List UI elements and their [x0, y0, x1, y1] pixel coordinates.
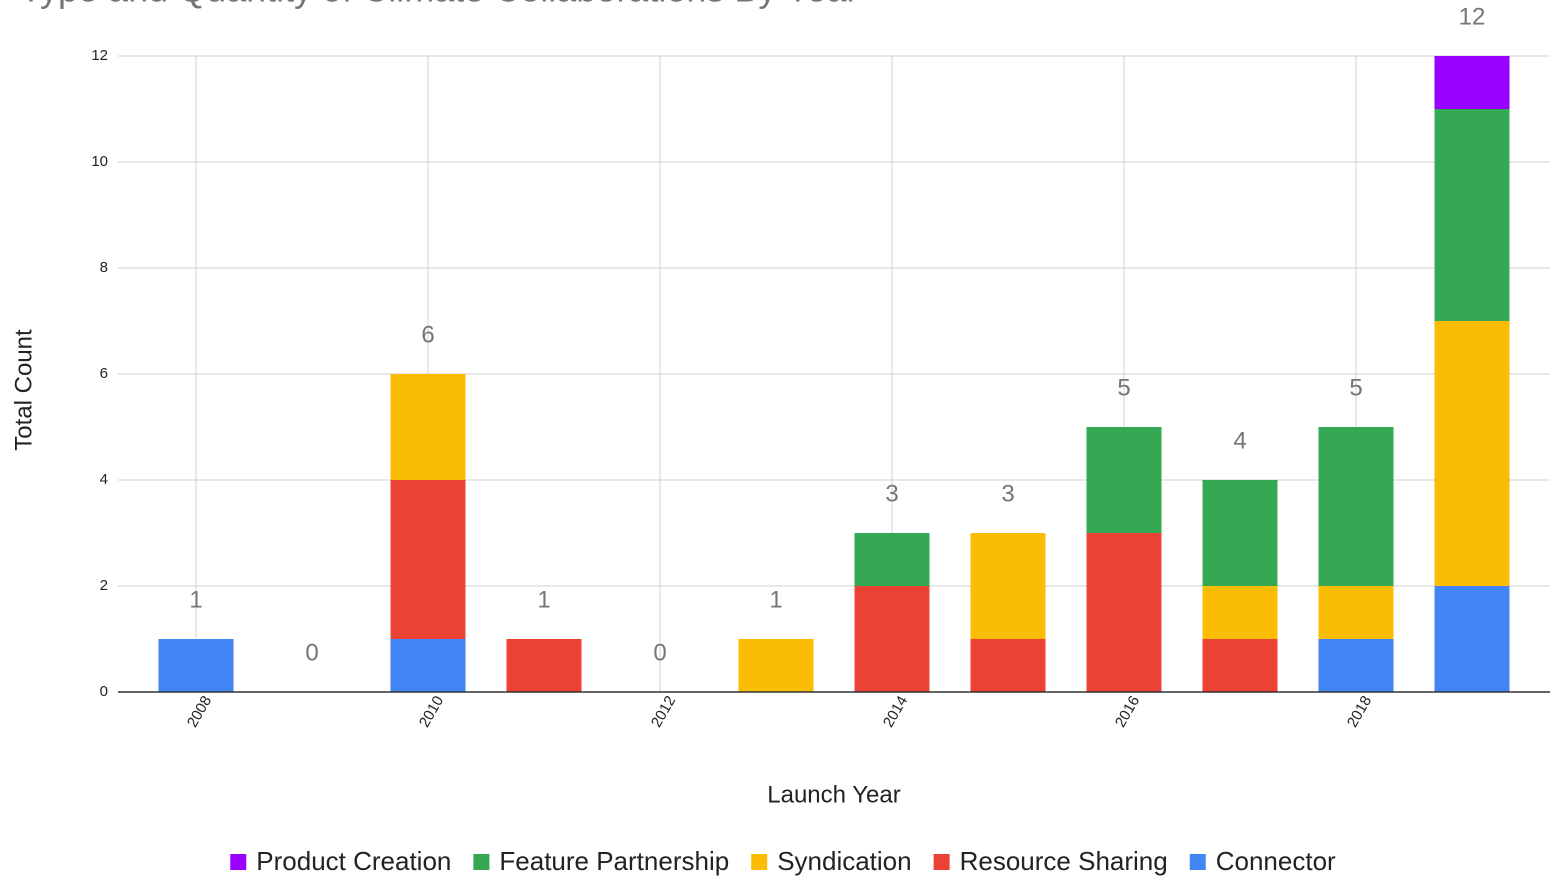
bar-segment: [1318, 639, 1394, 692]
bar-segment: [1202, 586, 1278, 639]
bar-segment: [1086, 533, 1162, 692]
chart-title: Type and Quantity of Climate Collaborati…: [20, 0, 858, 10]
total-label: 12: [1459, 3, 1486, 30]
y-tick-label: 0: [100, 683, 108, 700]
legend-label: Syndication: [777, 846, 911, 876]
total-label: 1: [537, 586, 550, 613]
bar-segment: [854, 533, 930, 586]
legend-swatch: [473, 854, 490, 870]
x-tick-label: 2010: [416, 693, 447, 730]
legend-swatch: [1189, 854, 1206, 870]
bar-segment: [1318, 586, 1394, 639]
legend-label: Feature Partnership: [499, 846, 729, 876]
bar-segment: [854, 586, 930, 692]
legend-swatch: [751, 854, 768, 870]
bar-segment: [1434, 321, 1510, 586]
bar-segment: [970, 639, 1046, 692]
legend-label: Connector: [1216, 846, 1336, 876]
x-tick-label: 2018: [1344, 693, 1375, 730]
x-tick-label: 2014: [880, 693, 911, 730]
y-tick-label: 6: [100, 365, 108, 382]
y-tick-label: 4: [100, 471, 108, 488]
bar-segment: [1434, 56, 1510, 109]
total-label: 3: [885, 480, 898, 507]
bar-segment: [1434, 109, 1510, 321]
y-tick-label: 10: [91, 153, 108, 170]
total-label: 6: [421, 321, 434, 348]
x-axis-label: Launch Year: [767, 781, 900, 808]
total-label: 3: [1001, 480, 1014, 507]
bar-segment: [506, 639, 582, 692]
y-axis-label: Total Count: [10, 329, 37, 451]
y-tick-label: 8: [100, 259, 108, 276]
y-tick-label: 2: [100, 577, 108, 594]
bar-segment: [390, 639, 466, 692]
bar-segment: [738, 639, 814, 692]
total-label: 4: [1233, 427, 1246, 454]
total-label: 0: [653, 639, 666, 666]
total-label: 1: [189, 586, 202, 613]
bar-segment: [970, 533, 1046, 639]
x-tick-label: 2016: [1112, 693, 1143, 730]
total-label: 0: [305, 639, 318, 666]
total-label: 1: [769, 586, 782, 613]
bar-segment: [390, 480, 466, 639]
total-label: 5: [1117, 374, 1130, 401]
total-label: 5: [1349, 374, 1362, 401]
legend-label: Product Creation: [256, 846, 451, 876]
legend-label: Resource Sharing: [960, 846, 1168, 876]
legend-swatch: [933, 854, 950, 870]
bar-segment: [1318, 427, 1394, 586]
x-tick-label: 2012: [648, 693, 679, 730]
bar-segment: [158, 639, 234, 692]
bar-segment: [1202, 480, 1278, 586]
bar-segment: [1434, 586, 1510, 692]
bar-segment: [1202, 639, 1278, 692]
legend-swatch: [230, 854, 247, 870]
bar-segment: [390, 374, 466, 480]
x-tick-label: 2008: [184, 693, 215, 730]
y-tick-label: 12: [91, 47, 108, 64]
bar-segment: [1086, 427, 1162, 533]
